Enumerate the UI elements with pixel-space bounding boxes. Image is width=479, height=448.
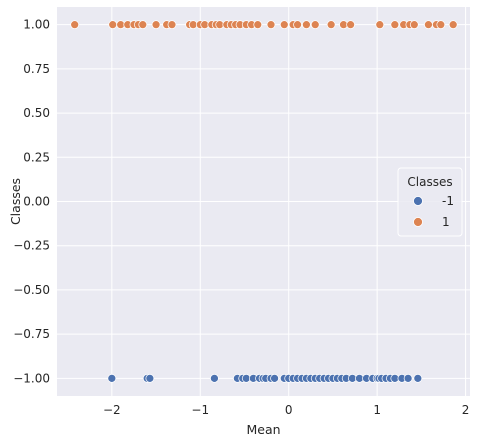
- scatter-point-class--1: [414, 374, 422, 382]
- y-tick-label: −0.75: [13, 327, 50, 341]
- legend-label--1: -1: [442, 194, 454, 208]
- legend-label-1: 1: [442, 215, 450, 229]
- legend: Classes -1 1: [398, 168, 462, 236]
- scatter-point-class-1: [109, 21, 117, 29]
- scatter-point-class-1: [152, 21, 160, 29]
- scatter-point-class-1: [449, 21, 457, 29]
- x-tick-label: −2: [103, 403, 121, 417]
- legend-marker--1: [414, 197, 423, 206]
- legend-marker-1: [414, 218, 423, 227]
- y-axis-label: Classes: [8, 178, 23, 225]
- scatter-point-class-1: [347, 21, 355, 29]
- y-tick-label: 0.25: [23, 150, 50, 164]
- scatter-point-class-1: [311, 21, 319, 29]
- x-tick-label: 1: [373, 403, 381, 417]
- y-tick-label: −0.50: [13, 283, 50, 297]
- scatter-point-class-1: [267, 21, 275, 29]
- x-tick-label: 2: [462, 403, 470, 417]
- x-axis-label: Mean: [246, 422, 280, 437]
- scatter-point-class-1: [139, 21, 147, 29]
- y-tick-label: 0.00: [23, 195, 50, 209]
- y-tick-label: −0.25: [13, 239, 50, 253]
- scatter-point-class-1: [71, 21, 79, 29]
- legend-title: Classes: [407, 175, 452, 189]
- scatter-point-class-1: [294, 21, 302, 29]
- x-tick-label: 0: [285, 403, 293, 417]
- scatter-point-class--1: [146, 374, 154, 382]
- y-tick-label: 0.75: [23, 62, 50, 76]
- scatter-point-class-1: [327, 21, 335, 29]
- scatter-point-class--1: [210, 374, 218, 382]
- scatter-point-class-1: [254, 21, 262, 29]
- scatter-point-class--1: [271, 374, 279, 382]
- scatter-point-class--1: [404, 374, 412, 382]
- y-tick-label: −1.00: [13, 371, 50, 385]
- scatter-point-class-1: [437, 21, 445, 29]
- scatter-point-class-1: [168, 21, 176, 29]
- scatter-point-class-1: [302, 21, 310, 29]
- scatter-point-class-1: [280, 21, 288, 29]
- x-tick-labels: −2 −1 0 1 2: [103, 403, 469, 417]
- scatter-point-class--1: [108, 374, 116, 382]
- scatter-point-class-1: [424, 21, 432, 29]
- y-tick-label: 0.50: [23, 106, 50, 120]
- x-tick-label: −1: [191, 403, 209, 417]
- scatter-point-class-1: [376, 21, 384, 29]
- scatter-point-class-1: [410, 21, 418, 29]
- y-tick-label: 1.00: [23, 18, 50, 32]
- scatter-point-class-1: [391, 21, 399, 29]
